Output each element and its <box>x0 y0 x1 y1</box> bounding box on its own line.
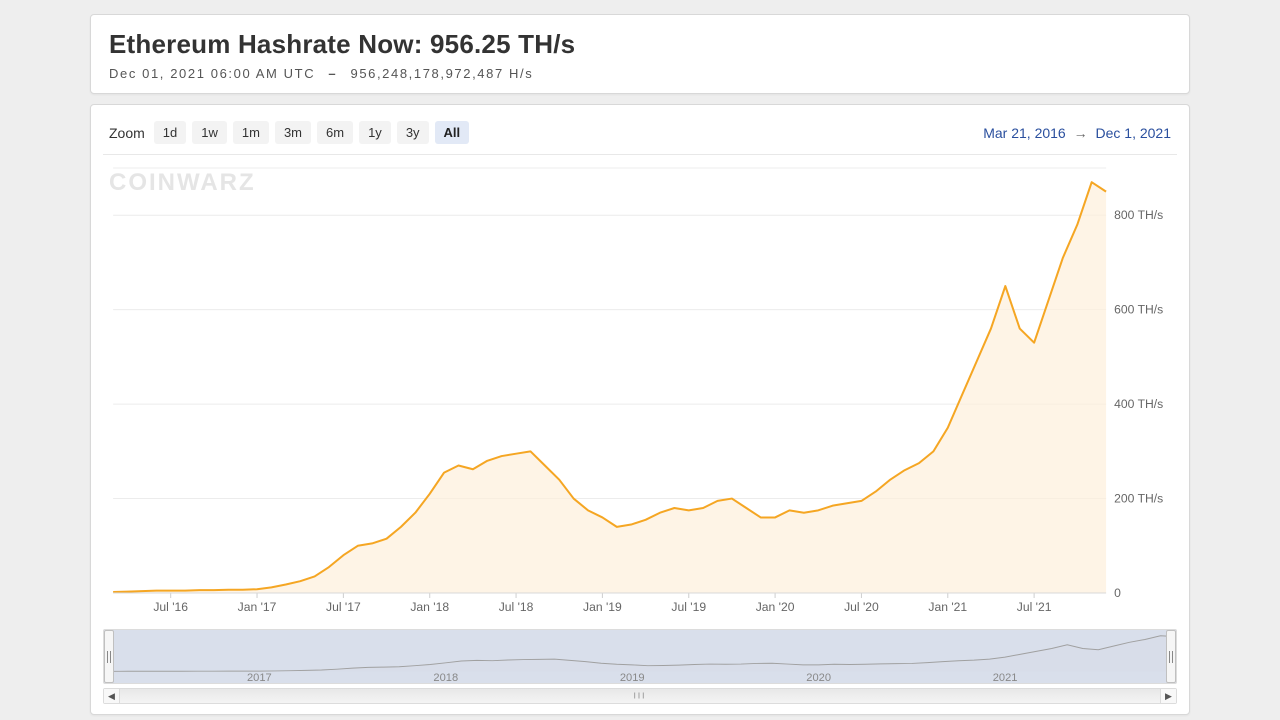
date-from[interactable]: Mar 21, 2016 <box>983 125 1066 141</box>
svg-text:2018: 2018 <box>433 672 458 683</box>
zoom-all-button[interactable]: All <box>435 121 470 144</box>
svg-text:Jul '20: Jul '20 <box>844 600 879 614</box>
nav-handle-right[interactable] <box>1166 630 1176 683</box>
svg-text:200 TH/s: 200 TH/s <box>1114 492 1163 506</box>
svg-text:Jan '17: Jan '17 <box>238 600 277 614</box>
svg-text:Jul '18: Jul '18 <box>499 600 534 614</box>
chart-card: Zoom 1d 1w 1m 3m 6m 1y 3y All Mar 21, 2016 → De… <box>90 104 1190 715</box>
header-card: Ethereum Hashrate Now: 956.25 TH/s Dec 0… <box>90 14 1190 94</box>
date-range: Mar 21, 2016 → Dec 1, 2021 <box>983 125 1171 141</box>
zoom-3y-button[interactable]: 3y <box>397 121 429 144</box>
scroll-right-icon[interactable]: ▶ <box>1160 689 1176 703</box>
zoom-6m-button[interactable]: 6m <box>317 121 353 144</box>
subtitle-date: Dec 01, 2021 06:00 AM UTC <box>109 66 315 81</box>
svg-text:2019: 2019 <box>620 672 645 683</box>
svg-text:Jan '21: Jan '21 <box>928 600 967 614</box>
scroll-grip-icon: III <box>634 692 647 701</box>
arrow-icon: → <box>1074 125 1088 141</box>
subtitle-value: 956,248,178,972,487 H/s <box>350 66 533 81</box>
date-to[interactable]: Dec 1, 2021 <box>1096 125 1172 141</box>
svg-text:Jul '19: Jul '19 <box>671 600 706 614</box>
nav-handle-left[interactable] <box>104 630 114 683</box>
zoom-1y-button[interactable]: 1y <box>359 121 391 144</box>
svg-text:0: 0 <box>1114 586 1121 600</box>
navigator-scrollbar[interactable]: ◀ III ▶ <box>103 688 1177 704</box>
svg-text:Jan '19: Jan '19 <box>583 600 622 614</box>
scroll-left-icon[interactable]: ◀ <box>104 689 120 703</box>
svg-text:Jul '17: Jul '17 <box>326 600 361 614</box>
svg-text:2021: 2021 <box>993 672 1018 683</box>
page-subtitle: Dec 01, 2021 06:00 AM UTC – 956,248,178,… <box>109 66 1171 81</box>
plot-area: CoinWarz 0 200 TH/s 400 TH/s 600 TH/s 800 TH… <box>103 163 1177 623</box>
watermark: CoinWarz <box>109 169 256 197</box>
hashrate-chart[interactable]: 0 200 TH/s 400 TH/s 600 TH/s 800 TH/s Jul '16… <box>103 163 1177 623</box>
page-title: Ethereum Hashrate Now: 956.25 TH/s <box>109 29 1171 60</box>
svg-text:Jan '20: Jan '20 <box>756 600 795 614</box>
svg-text:800 TH/s: 800 TH/s <box>1114 208 1163 222</box>
svg-text:400 TH/s: 400 TH/s <box>1114 397 1163 411</box>
zoom-1d-button[interactable]: 1d <box>154 121 186 144</box>
svg-text:2020: 2020 <box>806 672 831 683</box>
zoom-1w-button[interactable]: 1w <box>192 121 227 144</box>
svg-text:600 TH/s: 600 TH/s <box>1114 303 1163 317</box>
zoom-3m-button[interactable]: 3m <box>275 121 311 144</box>
svg-text:Jul '16: Jul '16 <box>153 600 188 614</box>
svg-text:Jul '21: Jul '21 <box>1017 600 1052 614</box>
navigator[interactable]: 2017 2018 2019 2020 2021 <box>103 629 1177 684</box>
scroll-track[interactable]: III <box>120 689 1160 703</box>
zoom-1m-button[interactable]: 1m <box>233 121 269 144</box>
subtitle-sep: – <box>328 66 337 81</box>
svg-text:Jan '18: Jan '18 <box>410 600 449 614</box>
navigator-chart[interactable]: 2017 2018 2019 2020 2021 <box>104 630 1176 683</box>
zoom-label: Zoom <box>109 125 145 141</box>
zoom-toolbar: Zoom 1d 1w 1m 3m 6m 1y 3y All Mar 21, 2016 → De… <box>103 117 1177 155</box>
svg-text:2017: 2017 <box>247 672 272 683</box>
